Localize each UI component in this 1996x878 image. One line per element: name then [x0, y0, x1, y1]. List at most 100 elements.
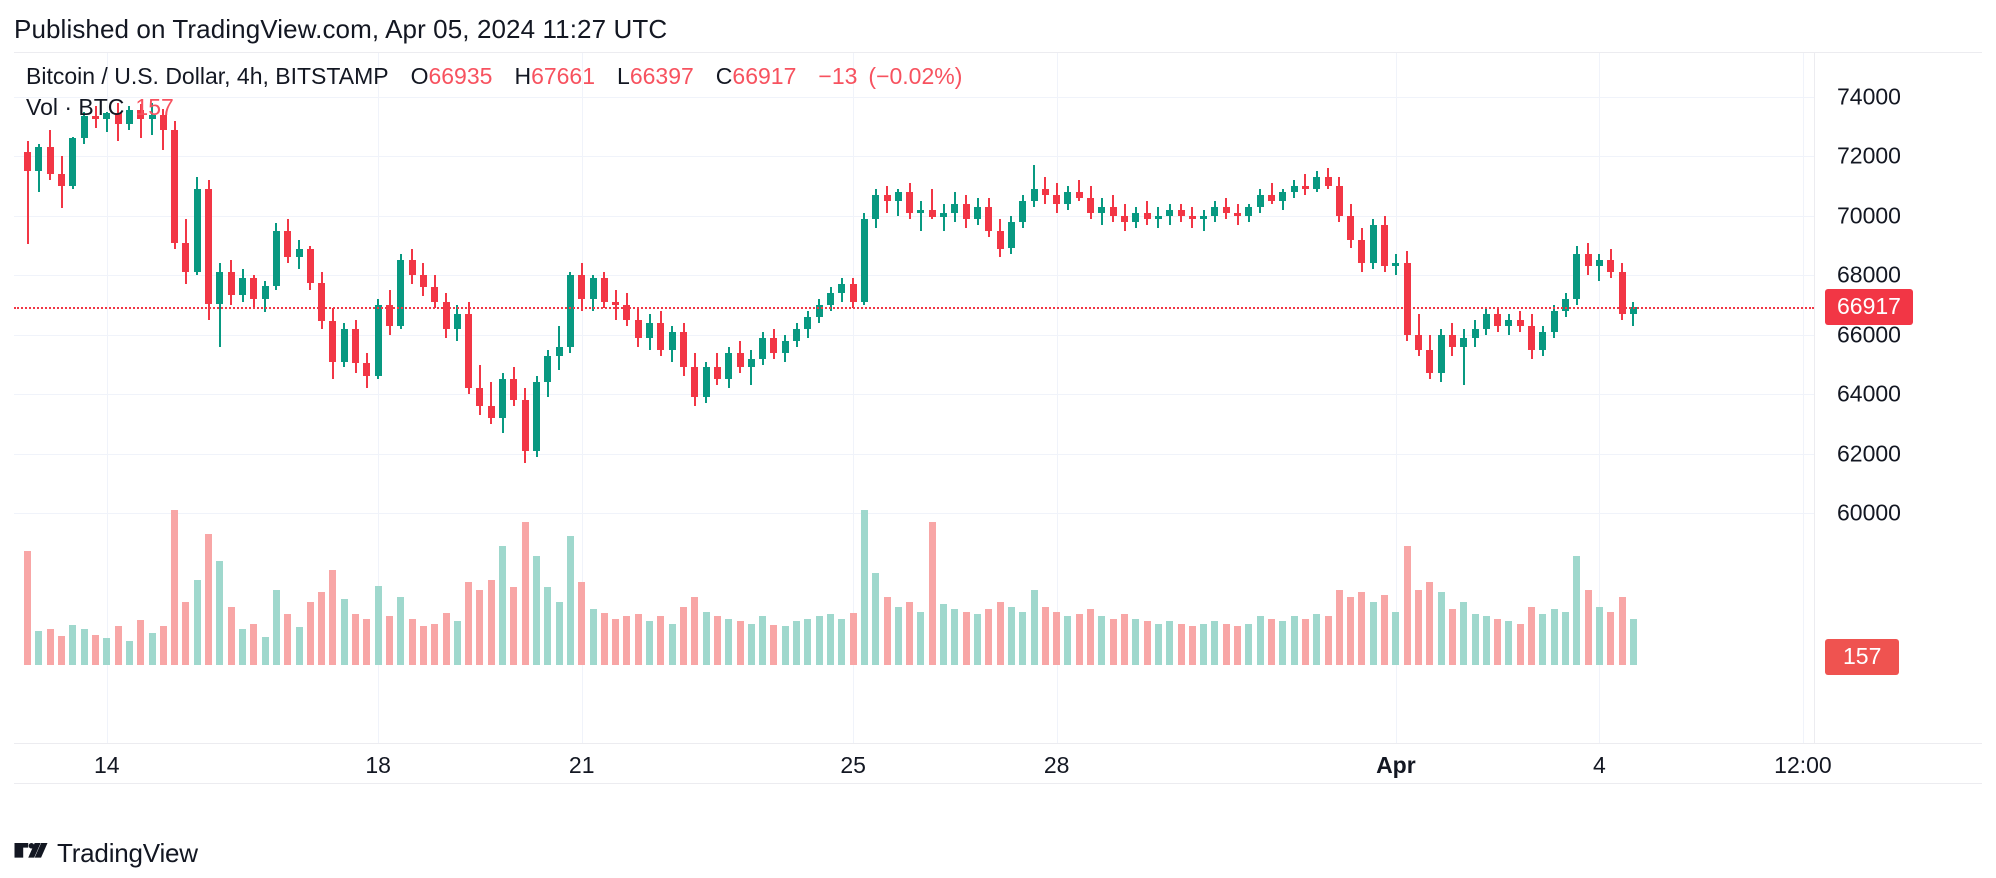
volume-bar [397, 597, 405, 665]
footer-branding: TradingView [14, 838, 198, 869]
change-percent: (−0.02%) [868, 63, 963, 89]
price-axis[interactable]: 74000 72000 70000 68000 66000 64000 62000 60000… [1814, 53, 1982, 743]
price-axis-label: 66000 [1837, 321, 1901, 348]
volume-bar [1279, 621, 1287, 665]
volume-bar [261, 637, 269, 665]
volume-bar [1301, 618, 1309, 665]
candle-body [374, 305, 382, 377]
grid-line-horizontal [14, 394, 1814, 396]
candle-body [1279, 191, 1287, 201]
volume-bar [24, 550, 32, 665]
candle-wick [942, 203, 945, 231]
volume-bar [374, 586, 382, 665]
price-axis-label: 72000 [1837, 142, 1901, 169]
symbol-legend-row[interactable]: Bitcoin / U.S. Dollar, 4h, BITSTAMP O6693… [26, 61, 962, 92]
candle-body [917, 209, 925, 213]
plot-area[interactable]: Bitcoin / U.S. Dollar, 4h, BITSTAMP O6693… [14, 53, 1814, 743]
grid-line-horizontal [14, 453, 1814, 455]
volume-bar [1245, 623, 1253, 665]
volume-bar [544, 587, 552, 665]
volume-bar [1471, 614, 1479, 665]
candle-body [612, 302, 620, 306]
time-axis[interactable]: 14 18 21 25 28 Apr 4 12:00 [14, 743, 1982, 785]
candle-body [1098, 206, 1106, 213]
time-axis-label: 4 [1593, 752, 1606, 778]
current-price-line [14, 307, 1814, 310]
candle-body [24, 151, 32, 172]
volume-bar [555, 601, 563, 665]
candle-body [1335, 186, 1343, 216]
volume-bar [1528, 606, 1536, 665]
price-axis-label: 60000 [1837, 499, 1901, 526]
candle-wick [919, 200, 922, 231]
volume-bar [1256, 616, 1264, 665]
volume-bar [114, 626, 122, 665]
candle-body [928, 209, 936, 218]
candle-body [1019, 200, 1027, 222]
candle-wick [1270, 183, 1273, 204]
candle-body [340, 328, 348, 362]
volume-bar [1381, 594, 1389, 665]
volume-bar [1109, 618, 1117, 665]
candle-body [544, 355, 552, 383]
volume-bar [1539, 614, 1547, 665]
change-absolute: −13 [818, 63, 858, 89]
candle-body [646, 322, 654, 338]
candle-body [1414, 334, 1422, 350]
price-axis-label: 64000 [1837, 380, 1901, 407]
candle-body [1437, 334, 1445, 374]
volume-bar [1132, 618, 1140, 665]
close-value: 66917 [732, 63, 797, 89]
candle-body [906, 191, 914, 213]
candle-body [1539, 331, 1547, 350]
candle-body [1075, 191, 1083, 198]
candle-body [114, 113, 122, 124]
volume-bar [713, 616, 721, 665]
volume-bar [917, 611, 925, 665]
volume-bar [306, 601, 314, 665]
volume-bar [1607, 611, 1615, 665]
candle-body [397, 260, 405, 326]
grid-line-horizontal [14, 275, 1814, 277]
open-value: 66935 [428, 63, 493, 89]
volume-bar [318, 592, 326, 665]
candle-body [465, 313, 473, 389]
volume-bar [1222, 623, 1230, 665]
candle-body [1618, 272, 1626, 314]
grid-line-vertical [853, 53, 855, 743]
volume-bar [1290, 616, 1298, 665]
time-axis-label: 12:00 [1774, 752, 1832, 778]
candle-body [1482, 313, 1490, 329]
price-axis-label: 74000 [1837, 83, 1901, 110]
candle-body [1053, 194, 1061, 204]
candle-body [1358, 239, 1366, 264]
candle-body [815, 305, 823, 317]
volume-bar [487, 580, 495, 665]
candle-body [872, 194, 880, 219]
candle-body [1143, 212, 1151, 219]
grid-line-horizontal [14, 334, 1814, 336]
candle-body [804, 316, 812, 329]
candle-body [91, 116, 99, 120]
volume-bar [1007, 606, 1015, 665]
volume-bar [431, 623, 439, 665]
candle-body [1132, 212, 1140, 222]
candle-body [58, 174, 66, 187]
candle-body [713, 367, 721, 380]
volume-bar [1448, 609, 1456, 665]
close-label: C [715, 63, 733, 89]
candle-body [578, 275, 586, 300]
volume-bar [1573, 555, 1581, 665]
volume-bar [1098, 616, 1106, 665]
volume-bar [849, 612, 857, 665]
volume-bar [770, 624, 778, 665]
candle-body [566, 275, 574, 347]
volume-bar [759, 616, 767, 665]
candle-body [951, 203, 959, 213]
candle-body [1403, 263, 1411, 335]
price-axis-label: 68000 [1837, 261, 1901, 288]
candle-body [250, 278, 258, 300]
volume-bar [69, 624, 77, 665]
volume-bar [691, 597, 699, 665]
volume-bar [1550, 609, 1558, 665]
